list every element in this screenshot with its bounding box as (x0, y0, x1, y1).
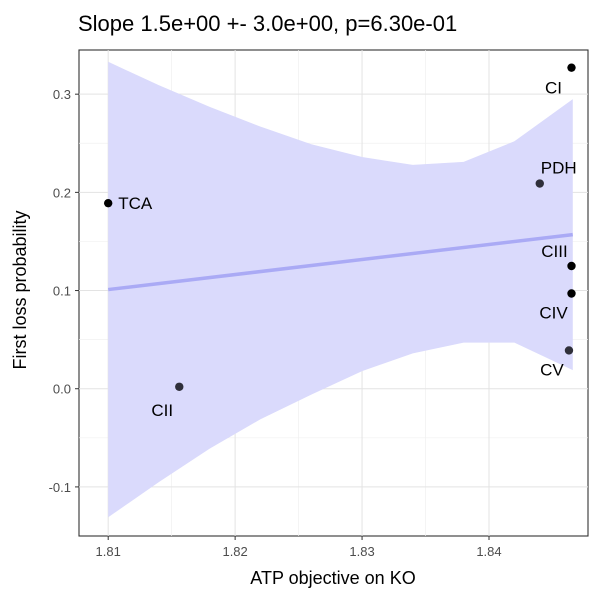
chart-title: Slope 1.5e+00 +- 3.0e+00, p=6.30e-01 (78, 11, 457, 36)
point-label-ci: CI (545, 79, 562, 98)
data-point-cv (564, 346, 574, 355)
point-label-cii: CII (151, 401, 173, 420)
data-point-ciii (567, 261, 576, 271)
y-tick-label: 0.0 (53, 382, 71, 397)
y-tick-label: 0.2 (53, 185, 71, 200)
data-point-tca (103, 198, 113, 208)
point-label-pdh: PDH (541, 159, 577, 178)
x-tick-label: 1.84 (476, 544, 501, 559)
y-tick-label: -0.1 (49, 480, 71, 495)
point-label-cv: CV (540, 360, 564, 379)
x-tick-label: 1.83 (349, 544, 374, 559)
regression-line (107, 232, 573, 292)
y-axis-title: First loss probability (10, 210, 30, 369)
point-label-civ: CIV (539, 303, 568, 322)
data-point-civ (567, 289, 576, 298)
data-point-cii (175, 382, 184, 391)
confidence-band (108, 61, 573, 518)
x-axis-title: ATP objective on KO (250, 568, 415, 588)
point-label-tca: TCA (118, 194, 153, 213)
x-tick-label: 1.81 (96, 544, 121, 559)
y-tick-label: 0.3 (53, 87, 71, 102)
point-label-ciii: CIII (541, 242, 567, 261)
x-tick-label: 1.82 (222, 544, 247, 559)
y-tick-label: 0.1 (53, 284, 71, 299)
data-point-ci (567, 63, 576, 72)
data-point-pdh (535, 179, 544, 188)
